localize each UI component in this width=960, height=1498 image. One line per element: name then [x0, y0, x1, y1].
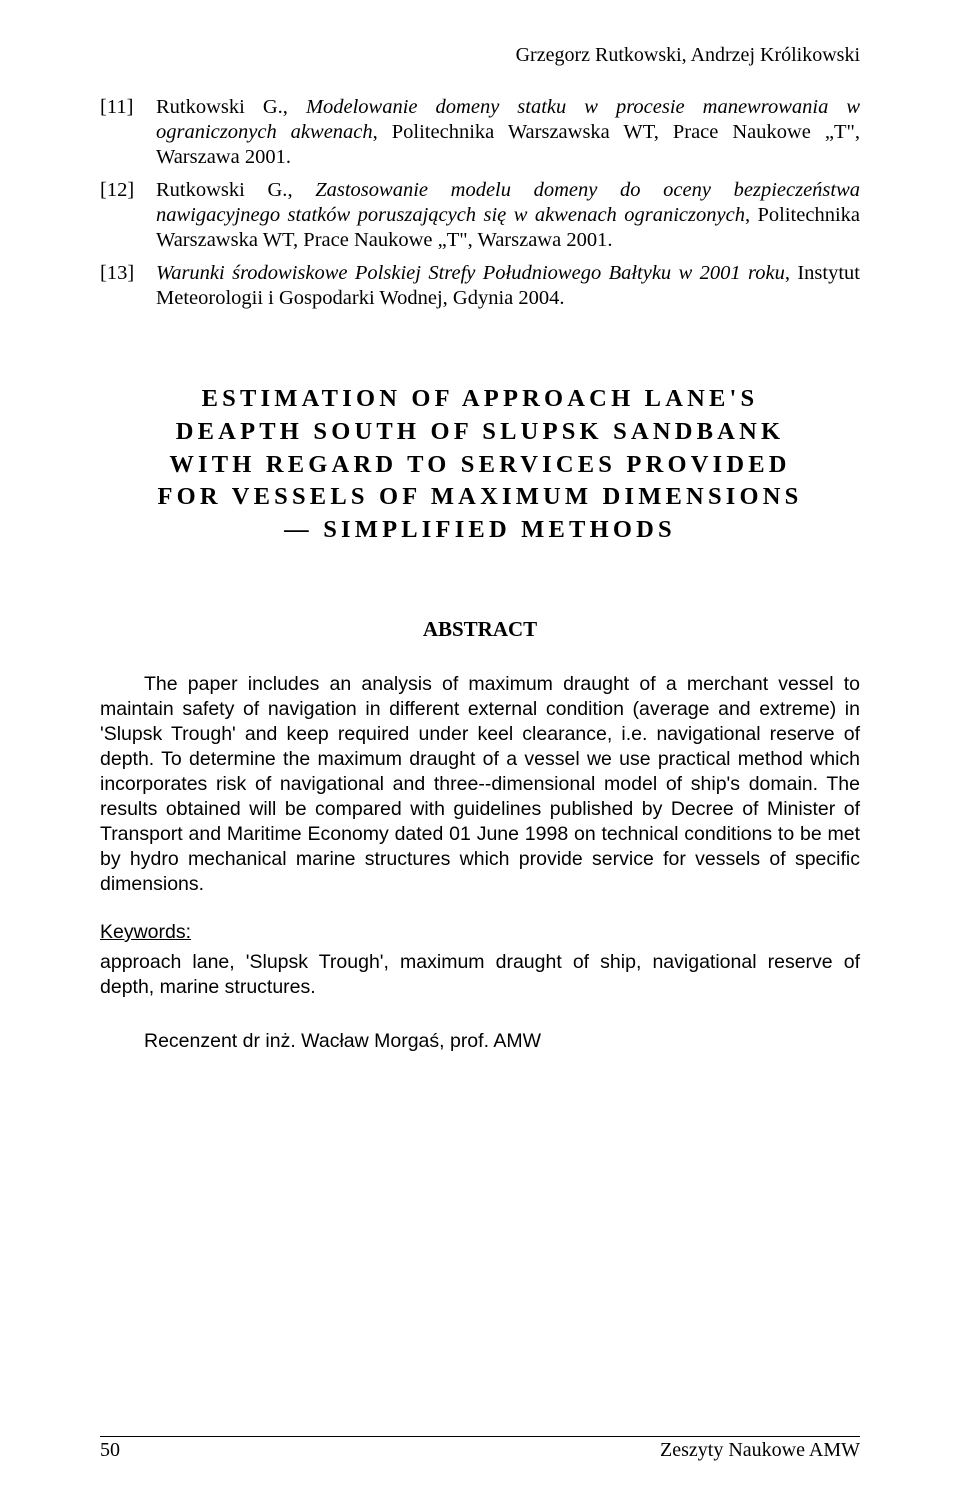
reference-body: Rutkowski G., Modelowanie domeny statku … — [156, 95, 860, 170]
reference-number: [12] — [100, 178, 156, 253]
reference-author: Rutkowski G. — [156, 179, 287, 201]
title-line: WITH REGARD TO SERVICES PROVIDED — [100, 449, 860, 482]
title-line: — SIMPLIFIED METHODS — [100, 514, 860, 547]
abstract-heading: ABSTRACT — [100, 617, 860, 642]
reference-number: [13] — [100, 261, 156, 311]
reference-title: Warunki środowiskowe Polskiej Strefy Poł… — [156, 262, 785, 284]
keywords-label: Keywords: — [100, 921, 860, 944]
reference-number: [11] — [100, 95, 156, 170]
title-line: FOR VESSELS OF MAXIMUM DIMENSIONS — [100, 481, 860, 514]
title-line: DEAPTH SOUTH OF SLUPSK SANDBANK — [100, 416, 860, 449]
reference-body: Warunki środowiskowe Polskiej Strefy Poł… — [156, 261, 860, 311]
running-header: Grzegorz Rutkowski, Andrzej Królikowski — [100, 44, 860, 67]
reference-body: Rutkowski G., Zastosowanie modelu domeny… — [156, 178, 860, 253]
reference-item: [12] Rutkowski G., Zastosowanie modelu d… — [100, 178, 860, 253]
reference-item: [11] Rutkowski G., Modelowanie domeny st… — [100, 95, 860, 170]
page: Grzegorz Rutkowski, Andrzej Królikowski … — [0, 0, 960, 1498]
page-footer: 50 Zeszyty Naukowe AMW — [100, 1436, 860, 1462]
abstract-body: The paper includes an analysis of maximu… — [100, 672, 860, 897]
reference-item: [13] Warunki środowiskowe Polskiej Stref… — [100, 261, 860, 311]
page-number: 50 — [100, 1439, 120, 1462]
reference-author: Rutkowski G. — [156, 96, 283, 118]
journal-name: Zeszyty Naukowe AMW — [660, 1439, 860, 1462]
reference-list: [11] Rutkowski G., Modelowanie domeny st… — [100, 95, 860, 311]
reviewer-line: Recenzent dr inż. Wacław Morgaś, prof. A… — [144, 1030, 860, 1053]
keywords-body: approach lane, 'Slupsk Trough', maximum … — [100, 950, 860, 1000]
title-line: ESTIMATION OF APPROACH LANE'S — [100, 383, 860, 416]
article-title: ESTIMATION OF APPROACH LANE'S DEAPTH SOU… — [100, 383, 860, 547]
